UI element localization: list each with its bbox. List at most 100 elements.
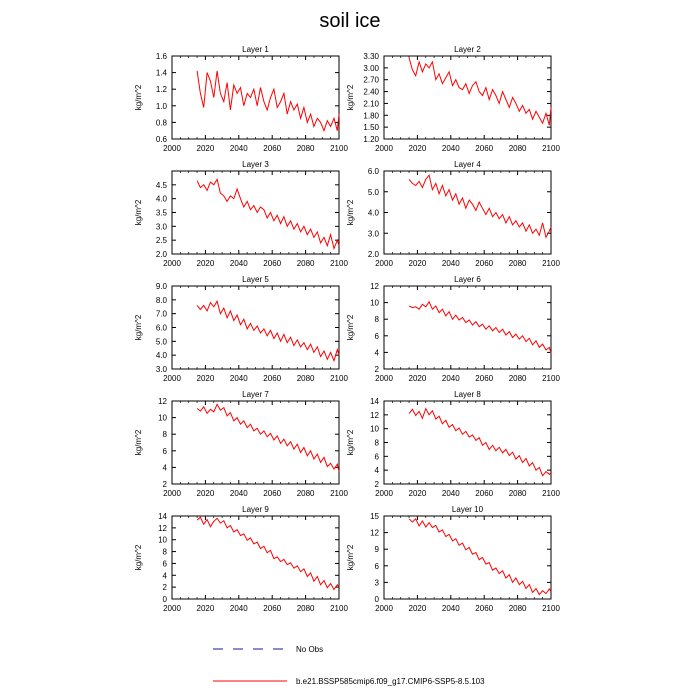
y-tick-label: 10 (158, 414, 167, 423)
x-tick-label: 2040 (230, 259, 248, 268)
y-tick-label: 6 (375, 452, 380, 461)
x-tick-label: 2080 (297, 604, 315, 613)
y-tick-label: 4.0 (368, 209, 380, 218)
y-axis-label: kg/m^2 (134, 314, 143, 340)
y-tick-label: 8 (163, 430, 168, 439)
y-tick-label: 0 (375, 595, 380, 604)
y-tick-label: 4 (375, 466, 380, 475)
plot-frame (383, 170, 552, 255)
x-tick-label: 2040 (442, 259, 460, 268)
chart-panel-3: Layer 3 kg/m^2 2000 2020 2040 2060 2080 2100 2.0… (134, 160, 348, 268)
x-tick-label: 2100 (542, 489, 560, 498)
panel-title: Layer 8 (454, 390, 481, 399)
y-axis-label: kg/m^2 (134, 199, 143, 225)
y-tick-label: 2 (163, 583, 168, 592)
y-tick-label: 0 (163, 595, 168, 604)
x-tick-label: 2100 (330, 144, 348, 153)
y-tick-label: 1.0 (156, 102, 168, 111)
y-tick-label: 5.0 (156, 337, 168, 346)
y-tick-label: 1.4 (156, 69, 168, 78)
x-tick-label: 2080 (297, 259, 315, 268)
y-tick-label: 3.30 (363, 52, 379, 61)
y-tick-label: 6.0 (368, 167, 380, 176)
panel-title: Layer 2 (454, 45, 481, 54)
x-tick-label: 2020 (409, 489, 427, 498)
panel-title: Layer 1 (242, 45, 269, 54)
panel-title: Layer 6 (454, 275, 481, 284)
chart-panel-7: Layer 7 kg/m^2 2000 2020 2040 2060 2080 2100 2 4 6… (134, 390, 348, 498)
y-tick-label: 9.0 (156, 282, 168, 291)
x-tick-label: 2060 (475, 374, 493, 383)
series-line (408, 517, 552, 596)
x-tick-label: 2000 (375, 489, 393, 498)
legend-obs-label: No Obs (296, 645, 323, 654)
x-tick-label: 2060 (475, 144, 493, 153)
x-tick-label: 2100 (542, 374, 560, 383)
y-tick-label: 12 (158, 524, 167, 533)
x-tick-label: 2060 (475, 489, 493, 498)
x-tick-label: 2000 (163, 259, 181, 268)
x-tick-label: 2040 (230, 489, 248, 498)
panel-title: Layer 7 (242, 390, 269, 399)
x-tick-label: 2060 (263, 489, 281, 498)
x-tick-label: 2020 (409, 374, 427, 383)
x-tick-label: 2020 (409, 144, 427, 153)
y-tick-label: 3.0 (156, 222, 168, 231)
y-tick-label: 1.80 (363, 111, 379, 120)
y-tick-label: 14 (370, 397, 379, 406)
x-tick-label: 2100 (542, 604, 560, 613)
y-tick-label: 3.0 (156, 365, 168, 374)
x-tick-label: 2000 (163, 144, 181, 153)
figure-title: soil ice (319, 10, 381, 32)
x-tick-label: 2020 (197, 489, 215, 498)
y-axis-label: kg/m^2 (134, 84, 143, 110)
chart-panel-6: Layer 6 kg/m^2 2000 2020 2040 2060 2080 2100 2 4 6… (346, 275, 560, 383)
y-tick-label: 1.2 (156, 85, 168, 94)
y-tick-label: 4 (163, 571, 168, 580)
legend: No Obs b.e21.BSSP585cmip6.f09_g17.CMIP6-… (213, 645, 485, 686)
x-tick-label: 2000 (375, 374, 393, 383)
x-tick-label: 2080 (297, 374, 315, 383)
y-axis-label: kg/m^2 (346, 429, 355, 455)
x-tick-label: 2040 (230, 144, 248, 153)
y-tick-label: 2 (375, 365, 380, 374)
y-axis-label: kg/m^2 (134, 544, 143, 570)
y-tick-label: 12 (370, 282, 379, 291)
x-tick-label: 2040 (230, 374, 248, 383)
y-axis-label: kg/m^2 (346, 314, 355, 340)
legend-model-label: b.e21.BSSP585cmip6.f09_g17.CMIP6-SSP5-8.… (296, 677, 485, 686)
panel-title: Layer 9 (242, 505, 269, 514)
y-axis-label: kg/m^2 (346, 199, 355, 225)
x-tick-label: 2040 (442, 374, 460, 383)
y-tick-label: 4 (375, 348, 380, 357)
y-tick-label: 6.0 (156, 324, 168, 333)
y-tick-label: 3.0 (368, 229, 380, 238)
y-tick-label: 12 (370, 411, 379, 420)
y-tick-label: 12 (158, 397, 167, 406)
plot-frame (171, 400, 340, 485)
chart-panel-5: Layer 5 kg/m^2 2000 2020 2040 2060 2080 2100 3.0… (134, 275, 348, 383)
y-tick-label: 8 (375, 315, 380, 324)
panel-title: Layer 10 (452, 505, 484, 514)
x-tick-label: 2000 (375, 144, 393, 153)
x-tick-label: 2040 (442, 144, 460, 153)
chart-panel-9: Layer 9 kg/m^2 2000 2020 2040 2060 2080 2100 0 2 4… (134, 505, 348, 613)
plot-frame (171, 515, 340, 600)
x-tick-label: 2040 (442, 604, 460, 613)
x-tick-label: 2000 (163, 604, 181, 613)
y-tick-label: 4.0 (156, 195, 168, 204)
x-tick-label: 2100 (330, 489, 348, 498)
series-line (408, 407, 552, 477)
y-tick-label: 8.0 (156, 296, 168, 305)
y-tick-label: 0.6 (156, 135, 168, 144)
x-tick-label: 2060 (263, 144, 281, 153)
series-line (408, 300, 552, 354)
plot-frame (383, 285, 552, 370)
y-axis-label: kg/m^2 (346, 544, 355, 570)
x-tick-label: 2080 (509, 144, 527, 153)
x-tick-label: 2060 (263, 604, 281, 613)
y-tick-label: 1.6 (156, 52, 168, 61)
y-axis-label: kg/m^2 (134, 429, 143, 455)
